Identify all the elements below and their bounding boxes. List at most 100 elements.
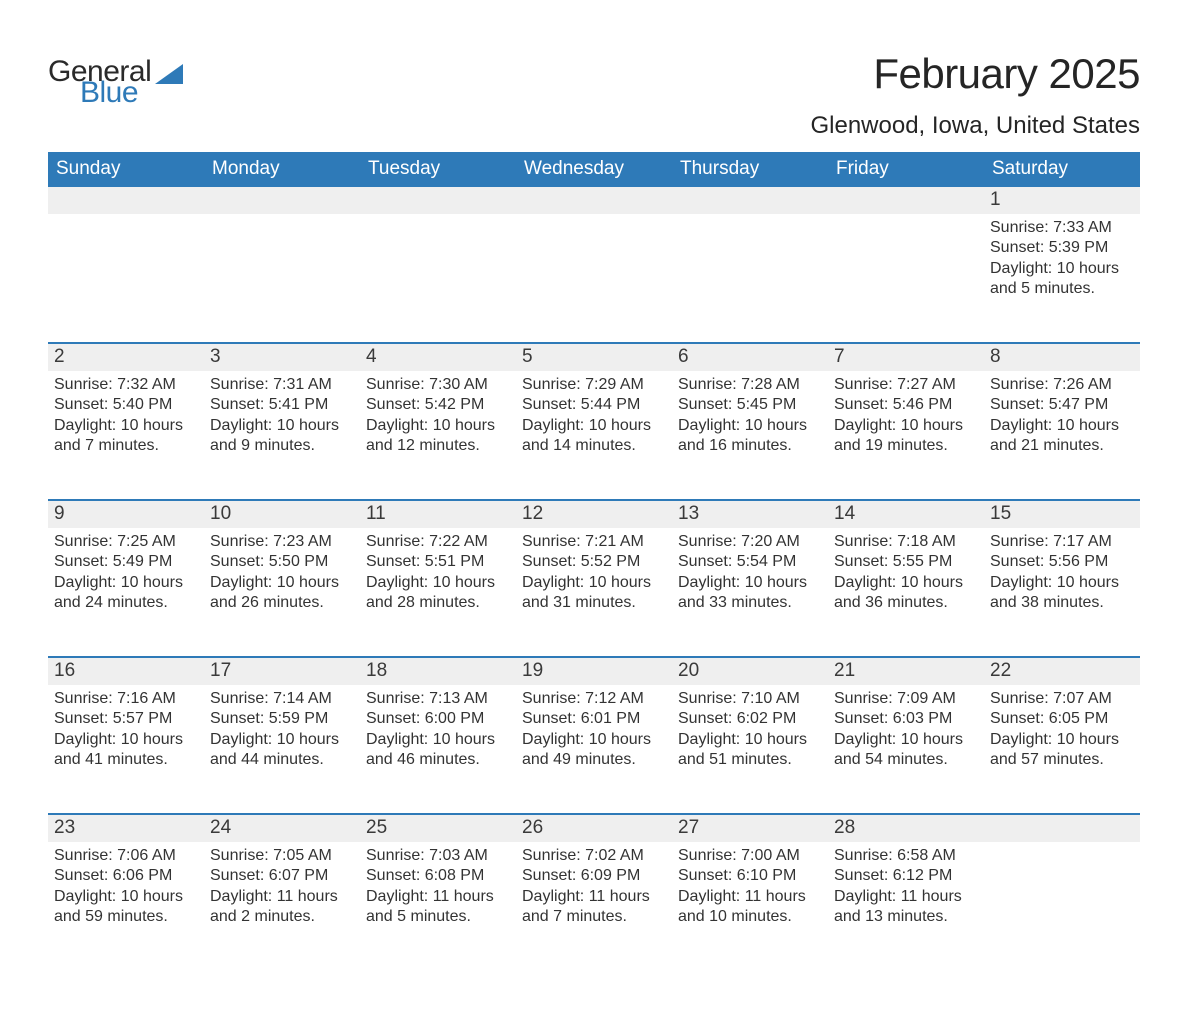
day-day1-line: Daylight: 11 hours (210, 887, 354, 907)
day-details: Sunrise: 7:12 AMSunset: 6:01 PMDaylight:… (516, 685, 672, 785)
weekday-header: Friday (828, 152, 984, 187)
day-number-cell: 19 (516, 656, 672, 685)
day-day1-line: Daylight: 10 hours (678, 730, 822, 750)
day-sunrise-line: Sunrise: 7:26 AM (990, 375, 1134, 395)
day-number-cell: 9 (48, 499, 204, 528)
day-sunrise-line: Sunrise: 7:00 AM (678, 846, 822, 866)
day-number-cell: 5 (516, 342, 672, 371)
day-detail-cell (516, 214, 672, 342)
day-day2-line: and 31 minutes. (522, 593, 666, 613)
day-sunrise-line: Sunrise: 7:13 AM (366, 689, 510, 709)
day-day2-line: and 28 minutes. (366, 593, 510, 613)
day-number: 5 (516, 342, 672, 371)
day-sunset-line: Sunset: 5:45 PM (678, 395, 822, 415)
day-day2-line: and 36 minutes. (834, 593, 978, 613)
day-day2-line: and 33 minutes. (678, 593, 822, 613)
day-number: 20 (672, 656, 828, 685)
day-sunrise-line: Sunrise: 7:03 AM (366, 846, 510, 866)
day-sunrise-line: Sunrise: 7:05 AM (210, 846, 354, 866)
day-sunrise-line: Sunrise: 7:32 AM (54, 375, 198, 395)
day-sunset-line: Sunset: 5:54 PM (678, 552, 822, 572)
day-day1-line: Daylight: 10 hours (990, 573, 1134, 593)
day-day2-line: and 16 minutes. (678, 436, 822, 456)
day-number-cell: 28 (828, 813, 984, 842)
weekday-header-row: SundayMondayTuesdayWednesdayThursdayFrid… (48, 152, 1140, 187)
day-number: 1 (984, 187, 1140, 214)
day-number: 7 (828, 342, 984, 371)
day-day1-line: Daylight: 10 hours (678, 573, 822, 593)
day-details: Sunrise: 7:14 AMSunset: 5:59 PMDaylight:… (204, 685, 360, 785)
day-detail-cell: Sunrise: 7:25 AMSunset: 5:49 PMDaylight:… (48, 528, 204, 656)
day-number-cell: 25 (360, 813, 516, 842)
day-sunrise-line: Sunrise: 7:14 AM (210, 689, 354, 709)
day-detail-cell: Sunrise: 7:18 AMSunset: 5:55 PMDaylight:… (828, 528, 984, 656)
day-detail-cell: Sunrise: 7:32 AMSunset: 5:40 PMDaylight:… (48, 371, 204, 499)
day-sunset-line: Sunset: 5:39 PM (990, 238, 1134, 258)
day-details: Sunrise: 6:58 AMSunset: 6:12 PMDaylight:… (828, 842, 984, 942)
day-sunset-line: Sunset: 5:44 PM (522, 395, 666, 415)
day-sunrise-line: Sunrise: 7:22 AM (366, 532, 510, 552)
day-details: Sunrise: 7:00 AMSunset: 6:10 PMDaylight:… (672, 842, 828, 942)
day-details: Sunrise: 7:21 AMSunset: 5:52 PMDaylight:… (516, 528, 672, 628)
month-title: February 2025 (810, 50, 1140, 98)
day-detail-cell: Sunrise: 7:20 AMSunset: 5:54 PMDaylight:… (672, 528, 828, 656)
day-number: 10 (204, 499, 360, 528)
day-details: Sunrise: 7:23 AMSunset: 5:50 PMDaylight:… (204, 528, 360, 628)
calendar-table: SundayMondayTuesdayWednesdayThursdayFrid… (48, 152, 1140, 970)
day-day1-line: Daylight: 10 hours (522, 573, 666, 593)
day-detail-cell (48, 214, 204, 342)
weekday-header: Wednesday (516, 152, 672, 187)
day-sunset-line: Sunset: 5:47 PM (990, 395, 1134, 415)
day-number: 27 (672, 813, 828, 842)
day-number: 26 (516, 813, 672, 842)
day-day1-line: Daylight: 10 hours (834, 730, 978, 750)
day-detail-cell (984, 842, 1140, 970)
day-number-cell: 18 (360, 656, 516, 685)
day-number: 4 (360, 342, 516, 371)
day-detail-cell: Sunrise: 7:26 AMSunset: 5:47 PMDaylight:… (984, 371, 1140, 499)
day-details: Sunrise: 7:28 AMSunset: 5:45 PMDaylight:… (672, 371, 828, 471)
day-sunset-line: Sunset: 5:52 PM (522, 552, 666, 572)
logo-sail-icon (155, 64, 183, 88)
day-number-cell: 27 (672, 813, 828, 842)
day-sunset-line: Sunset: 6:03 PM (834, 709, 978, 729)
week-daynum-row: 232425262728 (48, 813, 1140, 842)
day-detail-cell (204, 214, 360, 342)
weekday-header: Saturday (984, 152, 1140, 187)
week-daynum-row: 2345678 (48, 342, 1140, 371)
day-sunrise-line: Sunrise: 7:16 AM (54, 689, 198, 709)
day-sunset-line: Sunset: 5:40 PM (54, 395, 198, 415)
day-day1-line: Daylight: 10 hours (54, 573, 198, 593)
day-day1-line: Daylight: 10 hours (210, 730, 354, 750)
day-number: 22 (984, 656, 1140, 685)
day-day1-line: Daylight: 11 hours (522, 887, 666, 907)
day-details: Sunrise: 7:03 AMSunset: 6:08 PMDaylight:… (360, 842, 516, 942)
day-number-cell: 26 (516, 813, 672, 842)
week-detail-row: Sunrise: 7:32 AMSunset: 5:40 PMDaylight:… (48, 371, 1140, 499)
day-number-empty (360, 187, 516, 214)
day-sunrise-line: Sunrise: 7:18 AM (834, 532, 978, 552)
day-day1-line: Daylight: 10 hours (834, 573, 978, 593)
day-number-cell: 24 (204, 813, 360, 842)
day-number-cell: 2 (48, 342, 204, 371)
day-sunrise-line: Sunrise: 7:30 AM (366, 375, 510, 395)
weekday-header: Thursday (672, 152, 828, 187)
day-day2-line: and 5 minutes. (990, 279, 1134, 299)
day-sunrise-line: Sunrise: 7:12 AM (522, 689, 666, 709)
day-sunrise-line: Sunrise: 7:09 AM (834, 689, 978, 709)
day-day2-line: and 46 minutes. (366, 750, 510, 770)
day-number-cell: 7 (828, 342, 984, 371)
day-day2-line: and 49 minutes. (522, 750, 666, 770)
day-day1-line: Daylight: 10 hours (366, 573, 510, 593)
day-detail-cell: Sunrise: 7:07 AMSunset: 6:05 PMDaylight:… (984, 685, 1140, 813)
day-sunrise-line: Sunrise: 7:25 AM (54, 532, 198, 552)
week-daynum-row: 9101112131415 (48, 499, 1140, 528)
day-detail-cell: Sunrise: 7:09 AMSunset: 6:03 PMDaylight:… (828, 685, 984, 813)
day-sunrise-line: Sunrise: 7:21 AM (522, 532, 666, 552)
day-number-cell: 23 (48, 813, 204, 842)
day-number-cell (984, 813, 1140, 842)
day-day1-line: Daylight: 10 hours (366, 730, 510, 750)
day-number-cell: 8 (984, 342, 1140, 371)
page-header: General Blue February 2025 Glenwood, Iow… (48, 50, 1140, 140)
day-details: Sunrise: 7:26 AMSunset: 5:47 PMDaylight:… (984, 371, 1140, 471)
